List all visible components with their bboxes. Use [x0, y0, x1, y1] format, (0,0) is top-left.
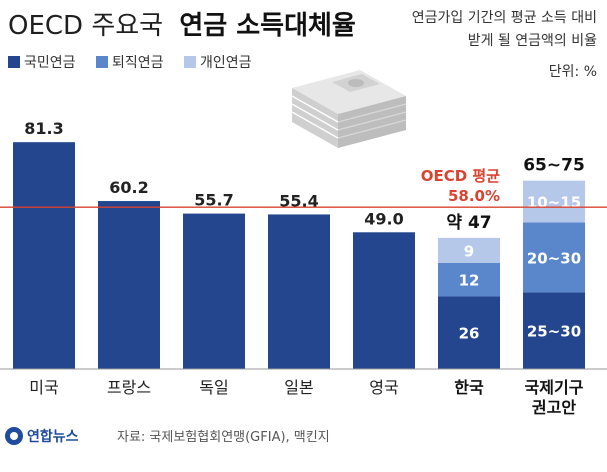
bar-value-label-1: 60.2 — [109, 178, 148, 197]
bar-value-label-3: 55.4 — [279, 191, 318, 210]
bar-2 — [183, 213, 245, 369]
category-label-5: 한국 — [454, 378, 484, 397]
stack-segment-5-0 — [438, 296, 500, 369]
legend-swatch-national — [8, 56, 20, 68]
page-title: OECD 주요국 연금 소득대체율 — [8, 11, 356, 41]
unit-label: 단위: % — [549, 64, 597, 80]
bar-value-label-0: 81.3 — [24, 119, 63, 138]
logo-text: 연합뉴스 — [27, 428, 79, 445]
stack-segment-label-5-1: 12 — [459, 272, 480, 290]
stack-total-label-5: 약 47 — [446, 212, 491, 233]
category-label-1: 프랑스 — [107, 378, 151, 397]
logo: 연합뉴스 — [5, 427, 79, 445]
category-label-4: 영국 — [369, 378, 398, 397]
bars-layer: 81.3 60.2 55.7 55.4 49.0 26 12 9 약 47 25~30 20~30 1… — [13, 119, 585, 369]
stack-segment-label-6-1: 20~30 — [527, 249, 581, 267]
stack-segment-5-1 — [438, 262, 500, 297]
stack-segment-6-0 — [523, 292, 585, 369]
stack-segment-6-1 — [523, 222, 585, 293]
bar-1 — [98, 201, 160, 369]
legend-swatch-personal — [184, 56, 196, 68]
oecd-average-value: 58.0% — [448, 187, 500, 205]
oecd-average-label: OECD 평균 — [421, 167, 500, 185]
bar-value-label-2: 55.7 — [194, 191, 233, 210]
stack-segment-label-6-0: 25~30 — [527, 323, 581, 341]
bar-0 — [13, 142, 75, 369]
legend-label-national: 국민연금 — [24, 55, 76, 71]
bar-value-label-4: 49.0 — [364, 209, 403, 228]
stack-segment-5-2 — [438, 237, 500, 263]
money-stack-icon — [291, 70, 407, 148]
category-label-6-line-1: 권고안 — [532, 398, 576, 417]
category-label-6-line-0: 국제기구 — [525, 378, 584, 397]
stack-segment-6-2 — [523, 180, 585, 223]
bar-3 — [268, 214, 330, 369]
legend-label-retirement: 퇴직연금 — [112, 55, 164, 71]
title-light: OECD 주요국 — [8, 11, 163, 41]
stack-total-label-6: 65~75 — [523, 156, 585, 176]
category-label-2: 독일 — [199, 378, 228, 397]
stack-segment-label-5-2: 9 — [464, 242, 474, 260]
bar-4 — [353, 232, 415, 369]
legend-label-personal: 개인연금 — [200, 55, 252, 71]
stack-segment-label-6-2: 10~15 — [527, 194, 581, 212]
subtitle-line-2: 받게 될 연금액의 비율 — [468, 33, 597, 49]
title-bold: 연금 소득대체율 — [179, 11, 356, 41]
stack-segment-label-5-0: 26 — [459, 325, 480, 343]
legend-swatch-retirement — [96, 56, 108, 68]
legend: 국민연금 퇴직연금 개인연금 — [8, 55, 252, 71]
subtitle-line-1: 연금가입 기간의 평균 소득 대비 — [412, 10, 597, 26]
category-label-0: 미국 — [29, 378, 58, 397]
source-note: 자료: 국제보험협회연맹(GFIA), 맥킨지 — [117, 430, 330, 445]
category-label-3: 일본 — [284, 378, 313, 397]
